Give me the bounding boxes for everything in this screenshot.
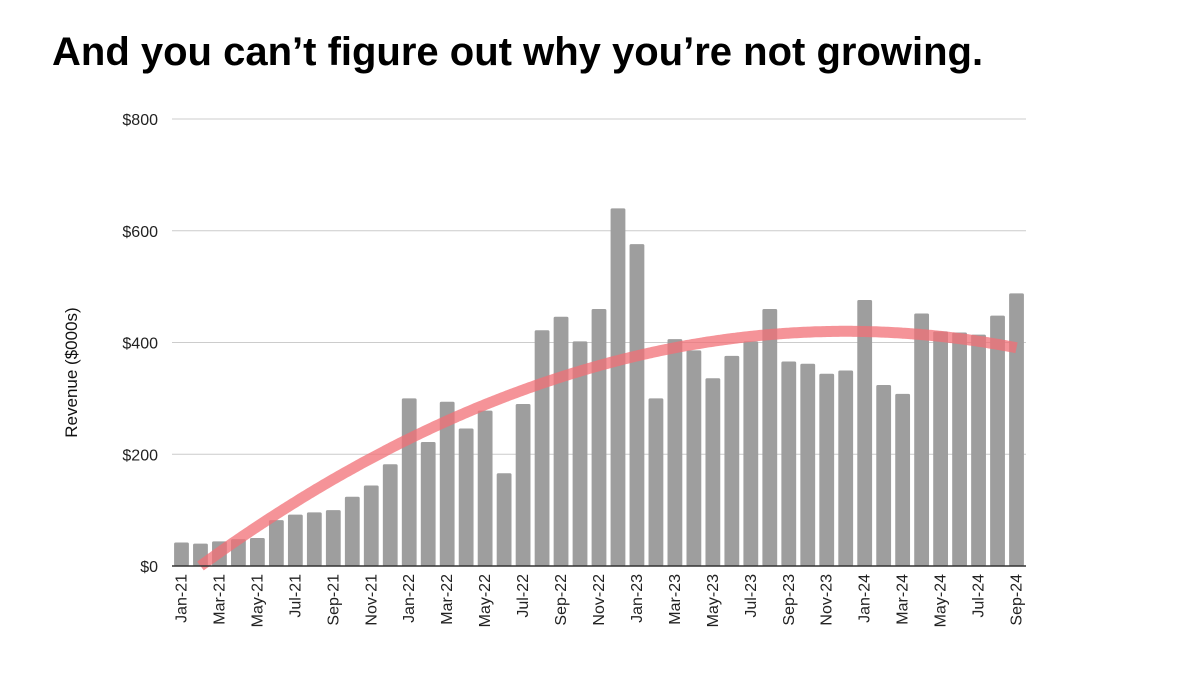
y-tick-label: $400 [122,336,158,353]
bar [667,339,683,566]
bar [382,464,398,566]
y-tick-label: $600 [122,224,158,241]
y-axis-title: Revenue ($000s) [62,307,81,437]
bars [174,208,1024,567]
x-tick-label: Sep-24 [1009,574,1026,626]
bar [439,401,455,566]
bar [458,428,474,566]
x-tick-label: Nov-23 [819,574,836,626]
y-axis-ticks: $0 $200 $400 $600 $800 [122,112,158,576]
bar [420,441,436,566]
bar [895,393,911,566]
bar [781,361,797,566]
bar [268,520,284,566]
bar [686,350,702,566]
bar [819,373,835,566]
x-tick-label: Nov-22 [591,574,608,626]
bar [705,378,721,566]
slide-title: And you can’t figure out why you’re not … [52,30,984,74]
x-tick-label: May-24 [933,574,950,627]
bar [1009,293,1024,566]
bar [591,308,607,566]
bar [914,313,930,566]
x-tick-label: Nov-21 [363,574,380,626]
x-tick-label: Jul-23 [743,574,760,618]
trendline-path [196,325,1021,571]
x-tick-label: Jan-22 [401,574,418,623]
bar [287,514,303,566]
bar [344,496,360,566]
x-tick-label: Jan-21 [173,574,190,623]
bar [610,208,626,566]
bar [477,410,493,566]
bar [325,510,341,567]
bar [534,330,550,566]
bar [990,315,1005,566]
bar [857,300,873,566]
trendline [196,325,1021,571]
bar [401,398,417,567]
bar [174,542,189,566]
y-tick-label: $800 [122,112,158,129]
x-tick-label: Sep-23 [781,574,798,626]
x-axis-ticks: Jan-21 Mar-21 May-21 Jul-21 Sep-21 Nov-21 Jan-… [173,574,1025,627]
bar [724,355,740,566]
y-tick-label: $200 [122,447,158,464]
x-tick-label: Jan-24 [857,574,874,623]
bar [933,331,948,566]
bar [363,485,379,566]
x-tick-label: Mar-24 [895,574,912,625]
bar [762,308,778,566]
bar [306,512,322,566]
y-tick-label: $0 [140,559,158,576]
bar [250,538,265,566]
x-tick-label: Jul-21 [287,574,304,618]
x-tick-label: Jul-24 [971,574,988,618]
bar [515,403,531,566]
x-tick-label: Sep-21 [325,574,342,626]
bar [876,384,892,566]
bar [743,341,759,566]
bar [629,244,645,566]
x-tick-label: May-23 [705,574,722,627]
bar [572,341,588,566]
x-tick-label: Mar-21 [211,574,228,625]
bar [971,334,986,566]
bar [496,473,512,566]
bar [648,398,664,567]
bar [952,332,967,566]
x-tick-label: Mar-22 [439,574,456,625]
x-tick-label: May-22 [477,574,494,627]
x-tick-label: Mar-23 [667,574,684,625]
x-tick-label: Jul-22 [515,574,532,618]
bar [553,316,569,566]
x-tick-label: May-21 [249,574,266,627]
x-tick-label: Jan-23 [629,574,646,623]
bar [800,363,816,566]
bar [838,370,854,566]
x-tick-label: Sep-22 [553,574,570,626]
